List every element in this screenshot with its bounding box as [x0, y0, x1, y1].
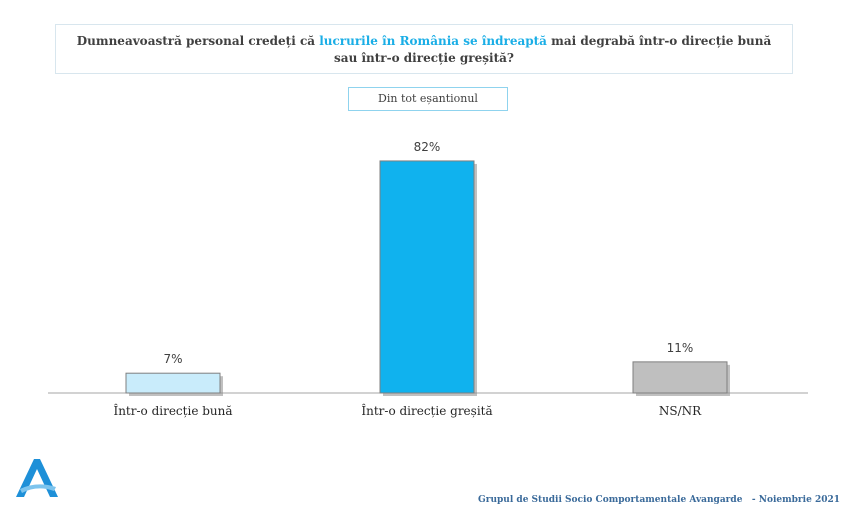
bar-2 [379, 160, 475, 394]
category-label-2: Într-o direcție greșită [361, 403, 492, 418]
sample-label: Din tot eșantionul [348, 87, 508, 111]
footer-date: - Noiembrie 2021 [751, 495, 840, 505]
question-box: Dumneavoastră personal credeți că lucrur… [55, 24, 793, 74]
question-highlight: lucrurile în România se îndreaptă [319, 34, 547, 48]
bar-3 [632, 361, 728, 394]
category-label-1: Într-o direcție bună [113, 403, 232, 418]
category-label-3: NS/NR [659, 404, 702, 418]
avangarde-logo-icon [16, 459, 58, 497]
bar-1 [125, 372, 221, 394]
question-text-part2: mai degrabă într-o direcție bună sau înt… [334, 34, 772, 65]
data-label-3: 11% [667, 341, 694, 355]
footer-org: Grupul de Studii Socio Comportamentale A… [478, 495, 743, 505]
footer: Grupul de Studii Socio Comportamentale A… [478, 495, 840, 505]
data-label-1: 7% [163, 352, 182, 366]
question-text-part1: Dumneavoastră personal credeți că [76, 34, 320, 48]
data-label-2: 82% [414, 140, 441, 154]
